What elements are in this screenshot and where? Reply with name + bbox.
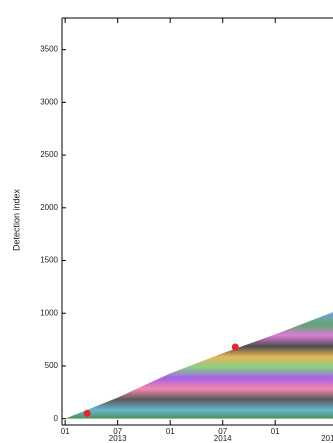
x-year-label: 2014	[214, 434, 232, 443]
x-tick-label: 07	[113, 427, 122, 436]
y-tick-label: 1000	[40, 308, 58, 317]
y-tick-label: 3000	[40, 97, 58, 106]
y-tick-label: 500	[45, 361, 59, 370]
y-tick-label: 1500	[40, 256, 58, 265]
x-year-label: 2013	[109, 434, 127, 443]
x-tick-label: 07	[218, 427, 227, 436]
y-tick-label: 2000	[40, 203, 58, 212]
x-year-label: 201	[321, 434, 333, 443]
y-tick-label: 3500	[40, 45, 58, 54]
y-tick-label: 2500	[40, 150, 58, 159]
x-tick-label: 01	[271, 427, 280, 436]
point	[83, 409, 91, 417]
x-tick-label: 01	[61, 427, 70, 436]
detection-cloud	[65, 312, 333, 419]
x-tick-label: 01	[166, 427, 175, 436]
point	[231, 343, 239, 351]
y-tick-label: 0	[54, 414, 59, 423]
y-axis-label: Detection index	[11, 188, 21, 251]
